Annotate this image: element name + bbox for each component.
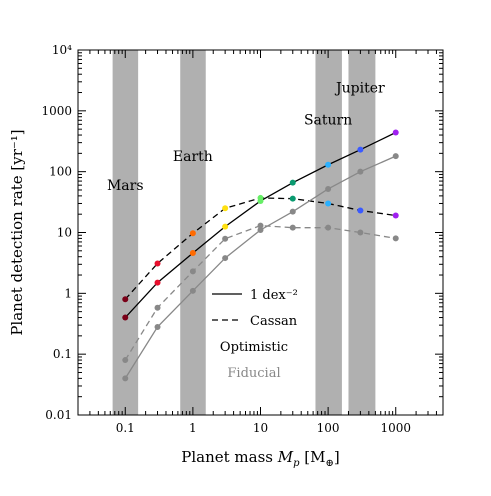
shaded-bands [112, 50, 376, 415]
series-0-point-8 [392, 129, 399, 136]
series-0-point-6 [325, 161, 332, 168]
legend-label-optimistic: Optimistic [220, 340, 288, 355]
series-1-point-2 [189, 230, 196, 237]
series-1-point-3 [222, 205, 229, 212]
y-tick-label: 10⁴ [52, 43, 72, 57]
series-1-point-8 [392, 212, 399, 219]
band-label-jupiter: Jupiter [334, 81, 385, 97]
y-tick-label: 0.1 [53, 347, 72, 361]
series-3-point-7 [357, 229, 364, 236]
x-axis-title: Planet mass Mp [M⊕] [181, 448, 340, 469]
y-tick-label: 100 [49, 165, 72, 179]
series-3-point-0 [122, 357, 129, 364]
series-1-point-0 [122, 296, 129, 303]
series-1-point-1 [154, 260, 161, 267]
series-2-point-7 [357, 168, 364, 175]
band-label-earth: Earth [173, 149, 213, 165]
legend-label-1-dex: 1 dex⁻² [250, 288, 298, 303]
legend: 1 dex⁻² Cassan Optimistic Fiducial [212, 288, 298, 381]
series-2-point-4 [257, 226, 264, 233]
series-2-point-6 [325, 185, 332, 192]
series-1-point-7 [357, 207, 364, 214]
series-3-point-8 [392, 235, 399, 242]
series-0-point-7 [357, 146, 364, 153]
series-0-point-5 [289, 179, 296, 186]
y-tick-label: 10 [57, 226, 72, 240]
ticks: 0.1 1 10 100 1000 0.01 0.1 1 10 100 1000 10⁴ [41, 43, 444, 435]
legend-label-cassan: Cassan [250, 314, 298, 329]
series-3-point-1 [154, 304, 161, 311]
series-points [122, 129, 399, 382]
series-2-point-5 [289, 208, 296, 215]
band-label-mars: Mars [107, 178, 144, 194]
series-3-point-4 [257, 222, 264, 229]
x-tick-label: 1000 [380, 421, 411, 435]
legend-label-fiducial: Fiducial [227, 366, 280, 381]
series-3-point-2 [189, 268, 196, 275]
x-tick-label: 10 [253, 421, 268, 435]
series-2-point-2 [189, 287, 196, 294]
y-tick-label: 1 [64, 286, 72, 300]
series-2-point-3 [222, 255, 229, 262]
x-tick-label: 0.1 [116, 421, 135, 435]
series-0-point-0 [122, 314, 129, 321]
band-labels: Mars Earth Saturn Jupiter [107, 81, 385, 194]
series-0-point-1 [154, 279, 161, 286]
band-mars [112, 50, 139, 415]
band-label-saturn: Saturn [304, 112, 352, 128]
x-tick-label: 1 [189, 421, 197, 435]
series-2-point-1 [154, 323, 161, 330]
y-axis-title: Planet detection rate [yr⁻¹] [8, 129, 26, 335]
series-0-point-2 [189, 250, 196, 257]
series-1-point-4 [257, 194, 264, 201]
series-3-point-6 [325, 224, 332, 231]
series-1-point-5 [289, 195, 296, 202]
band-saturn [315, 50, 342, 415]
series-1-point-6 [325, 200, 332, 207]
y-tick-label: 1000 [41, 104, 72, 118]
series-3-point-5 [289, 224, 296, 231]
series-2-point-8 [392, 153, 399, 160]
series-0-point-3 [222, 223, 229, 230]
x-tick-label: 100 [317, 421, 340, 435]
series-3-point-3 [222, 235, 229, 242]
series-2-point-0 [122, 375, 129, 382]
y-tick-label: 0.01 [45, 408, 72, 422]
